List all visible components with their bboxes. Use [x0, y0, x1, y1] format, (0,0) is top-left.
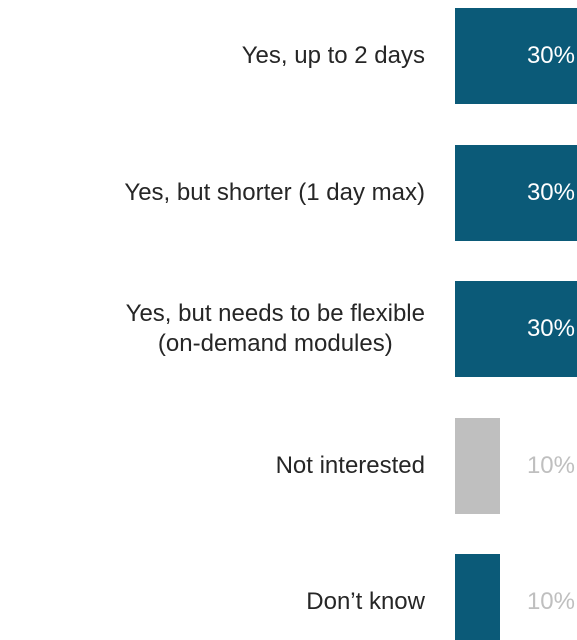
- value-label: 30%: [526, 315, 575, 342]
- category-label: Don’t know: [306, 588, 425, 615]
- value-label: 30%: [526, 178, 575, 206]
- category-label: Yes, up to 2 days: [241, 42, 425, 69]
- bar: [455, 554, 500, 640]
- value-label: 30%: [526, 42, 575, 69]
- value-label: 10%: [526, 451, 575, 479]
- bar: [455, 8, 577, 104]
- category-label: Yes, but needs to be flexible (on-demand…: [125, 300, 425, 357]
- bar: [455, 281, 577, 377]
- value-label: 10%: [526, 588, 575, 615]
- category-label: Not interested: [275, 451, 425, 479]
- category-label: Yes, but shorter (1 day max): [124, 178, 425, 206]
- bar: [455, 417, 500, 514]
- bar: [455, 144, 577, 241]
